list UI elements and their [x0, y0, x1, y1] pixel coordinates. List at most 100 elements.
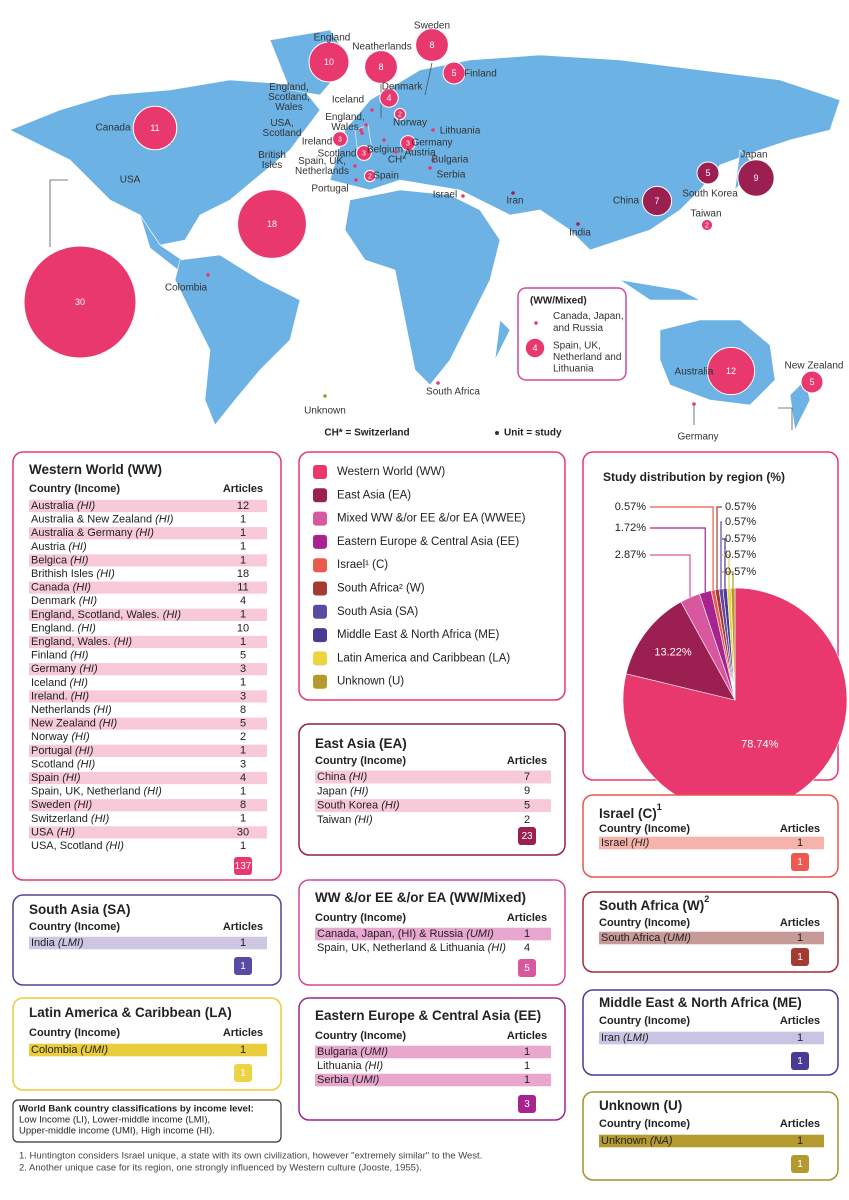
country-name: Unknown — [601, 1135, 647, 1147]
legend-label: South Asia (SA) — [337, 606, 418, 618]
column-header: Country (Income) — [315, 755, 406, 767]
pie-label: 13.22% — [654, 647, 692, 659]
country-cell: Ireland. (HI) — [31, 690, 89, 702]
income-level: (HI) — [381, 800, 400, 812]
map-label: Portugal — [311, 184, 348, 195]
articles-cell: 3 — [240, 758, 246, 770]
map-label: England — [314, 33, 351, 44]
column-header: Country (Income) — [315, 912, 406, 924]
country-cell: Austria (HI) — [31, 541, 87, 553]
country-name: Ireland. — [31, 690, 68, 702]
total-badge — [791, 1052, 809, 1070]
map-dot — [576, 222, 580, 226]
column-header: Country (Income) — [599, 1118, 690, 1130]
column-header: Country (Income) — [599, 917, 690, 929]
articles-cell: 7 — [524, 771, 530, 783]
map-label-line: Scotland — [263, 128, 302, 139]
map-dot — [394, 150, 398, 154]
map-label: Japan — [740, 150, 767, 161]
articles-cell: 1 — [797, 1032, 803, 1044]
articles-cell: 1 — [240, 636, 246, 648]
total-badge — [791, 853, 809, 871]
articles-cell: 1 — [240, 514, 246, 526]
country-cell: USA (HI) — [31, 826, 75, 838]
income-level: (LMI) — [623, 1032, 649, 1044]
income-level: (HI) — [349, 771, 368, 783]
articles-cell: 4 — [524, 942, 530, 954]
articles-cell: 1 — [240, 609, 246, 621]
table-title-text: Western World (WW) — [29, 462, 162, 477]
pie-label: 0.57% — [725, 501, 756, 513]
table-title: Western World (WW) — [29, 462, 162, 477]
table-title-text: Israel (C) — [599, 806, 657, 821]
map-dot — [364, 123, 368, 127]
country-name: Lithuania — [317, 1060, 363, 1072]
map-dot — [206, 273, 210, 277]
articles-cell: 1 — [240, 937, 246, 949]
legend-label: Israel¹ (C) — [337, 559, 388, 571]
table-title: Unknown (U) — [599, 1098, 682, 1113]
row-shade — [315, 799, 551, 813]
map-bubble — [393, 107, 407, 121]
income-note-line: Low Income (LI), Lower-middle income (LM… — [19, 1115, 210, 1126]
legend-swatch — [313, 651, 327, 666]
country-name: Spain, UK, Netherland & Lithuania — [317, 942, 485, 954]
map-bubble-value: 5 — [451, 68, 456, 78]
income-level: (HI) — [68, 541, 87, 553]
articles-cell: 2 — [240, 731, 246, 743]
map-label: Norway — [393, 118, 427, 129]
country-name: Serbia — [317, 1074, 350, 1086]
total-value: 5 — [524, 963, 530, 974]
map-note: CH* = Switzerland — [324, 428, 409, 439]
row-shade — [599, 836, 824, 850]
total-badge — [518, 827, 536, 845]
articles-cell: 5 — [524, 800, 530, 812]
country-cell: Finland (HI) — [31, 650, 89, 662]
map-label-line: Lithuania — [553, 363, 594, 374]
leader-line — [722, 554, 730, 589]
map-label-line: England, — [269, 82, 308, 93]
map-bubble — [132, 105, 178, 151]
country-cell: India (LMI) — [31, 937, 84, 949]
country-name: Switzerland — [31, 813, 88, 825]
table-title: South Asia (SA) — [29, 902, 131, 917]
map-dot — [511, 191, 515, 195]
leader-line — [720, 521, 722, 589]
income-level: (HI) — [155, 514, 174, 526]
map-bubble-value: 2 — [368, 173, 372, 180]
column-header: Articles — [507, 1030, 547, 1042]
country-cell: Lithuania (HI) — [317, 1060, 383, 1072]
map-label-line: British — [258, 150, 286, 161]
map-bubble — [696, 161, 720, 185]
articles-cell: 8 — [240, 704, 246, 716]
map-label: USA, Scotland — [263, 118, 302, 139]
column-header: Country (Income) — [29, 1027, 120, 1039]
table-box — [582, 794, 839, 878]
country-cell: Sweden (HI) — [31, 799, 92, 811]
row-shade — [29, 554, 267, 567]
country-cell: Canada, Japan, (HI) & Russia (UMI) — [317, 928, 494, 940]
table-title-text: South Asia (SA) — [29, 902, 131, 917]
map-label-line: Spain, UK, — [553, 340, 601, 351]
total-value: 1 — [797, 1056, 803, 1067]
income-level: (HI) — [163, 609, 182, 621]
legend-swatch — [313, 558, 327, 573]
map-dot — [461, 194, 465, 198]
legend-swatch — [313, 581, 327, 596]
map-label: Spain, UK, Netherland and Lithuania — [553, 340, 621, 374]
country-cell: Denmark (HI) — [31, 595, 97, 607]
leader-line — [722, 571, 734, 589]
country-cell: Israel (HI) — [601, 837, 650, 849]
legend-label: Latin America and Caribbean (LA) — [337, 652, 510, 664]
map-label: Lithuania — [440, 126, 481, 137]
map-bubble-value: 11 — [150, 123, 159, 133]
pie-label: 78.74% — [741, 738, 779, 750]
map-bubble-value: 30 — [75, 297, 85, 307]
country-name: Colombia — [31, 1044, 78, 1056]
pie-slice — [730, 587, 736, 701]
map-label: Bulgaria — [432, 155, 469, 166]
map-label-line: Wales — [275, 102, 302, 113]
total-value: 3 — [524, 1099, 530, 1110]
row-shade — [29, 744, 267, 757]
map-label: Ireland — [302, 137, 333, 148]
